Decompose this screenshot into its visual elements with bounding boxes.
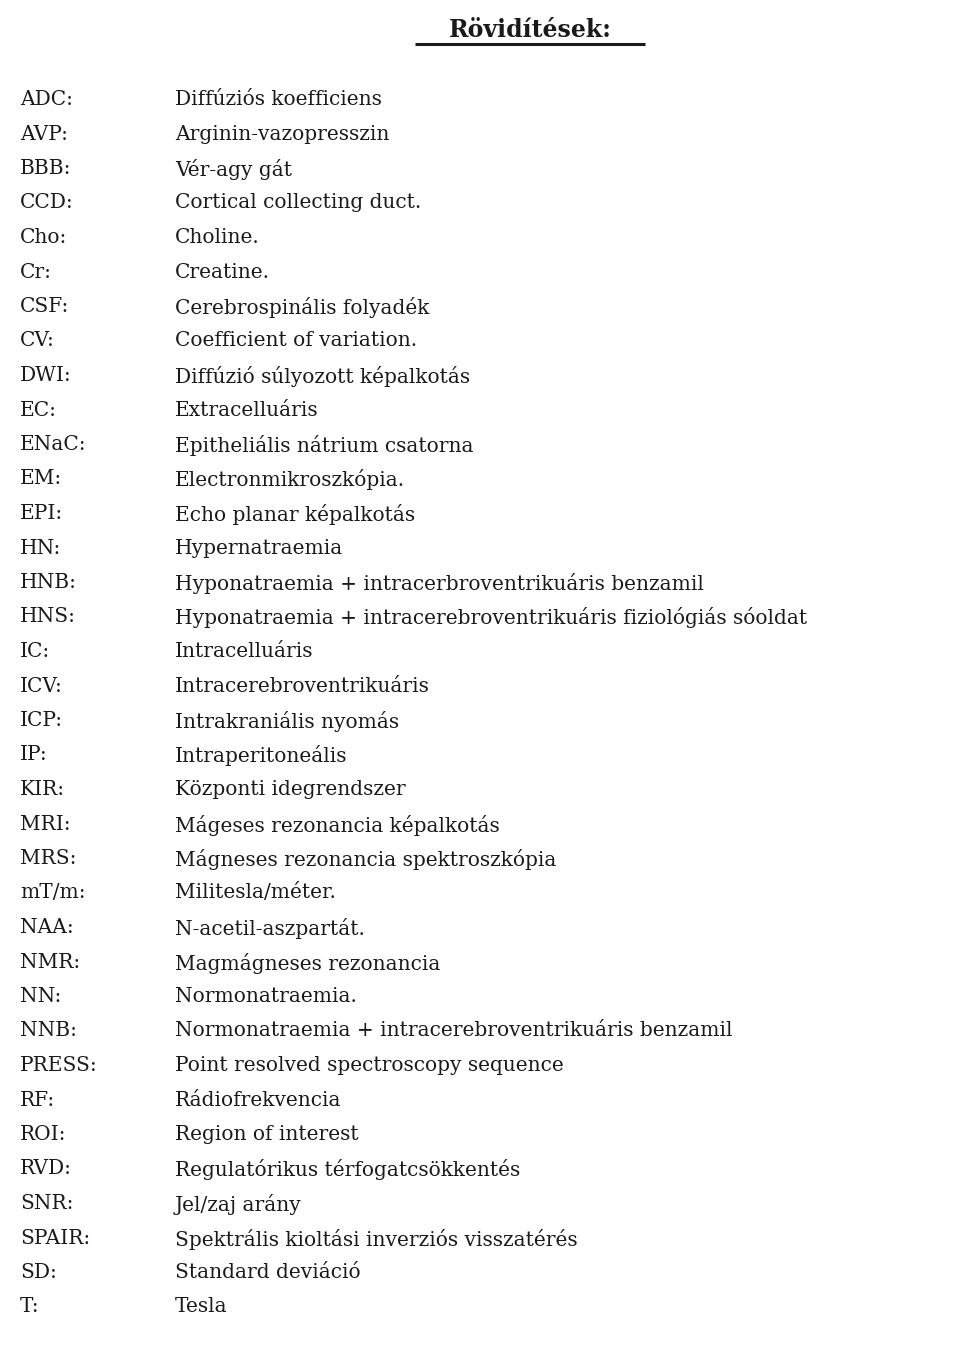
Text: Intracelluáris: Intracelluáris [175, 642, 314, 661]
Text: NNB:: NNB: [20, 1022, 77, 1041]
Text: Cerebrospinális folyadék: Cerebrospinális folyadék [175, 297, 429, 318]
Text: Echo planar képalkotás: Echo planar képalkotás [175, 504, 415, 524]
Text: Extracelluáris: Extracelluáris [175, 400, 319, 419]
Text: BBB:: BBB: [20, 159, 71, 178]
Text: MRS:: MRS: [20, 849, 77, 868]
Text: Mágneses rezonancia spektroszkópia: Mágneses rezonancia spektroszkópia [175, 849, 557, 869]
Text: T:: T: [20, 1298, 39, 1317]
Text: DWI:: DWI: [20, 367, 72, 386]
Text: SNR:: SNR: [20, 1194, 74, 1213]
Text: Standard deviáció: Standard deviáció [175, 1263, 361, 1282]
Text: SD:: SD: [20, 1263, 57, 1282]
Text: ICV:: ICV: [20, 677, 62, 696]
Text: Központi idegrendszer: Központi idegrendszer [175, 780, 406, 799]
Text: Hypernatraemia: Hypernatraemia [175, 538, 344, 558]
Text: Epitheliális nátrium csatorna: Epitheliális nátrium csatorna [175, 435, 473, 456]
Text: Jel/zaj arány: Jel/zaj arány [175, 1194, 301, 1215]
Text: EM:: EM: [20, 469, 62, 488]
Text: NN:: NN: [20, 987, 61, 1006]
Text: Tesla: Tesla [175, 1298, 228, 1317]
Text: Regulatórikus térfogatcsökkentés: Regulatórikus térfogatcsökkentés [175, 1159, 520, 1181]
Text: Hyponatraemia + intracerbroventrikuáris benzamil: Hyponatraemia + intracerbroventrikuáris … [175, 573, 704, 594]
Text: Hyponatraemia + intracerebroventrikuáris fiziológiás sóoldat: Hyponatraemia + intracerebroventrikuáris… [175, 608, 807, 628]
Text: HNB:: HNB: [20, 573, 77, 592]
Text: IP:: IP: [20, 745, 48, 764]
Text: Normonatraemia.: Normonatraemia. [175, 987, 357, 1006]
Text: Choline.: Choline. [175, 228, 260, 247]
Text: ENaC:: ENaC: [20, 435, 86, 454]
Text: N-acetil-aszpartát.: N-acetil-aszpartát. [175, 918, 365, 940]
Text: Creatine.: Creatine. [175, 263, 270, 282]
Text: Cho:: Cho: [20, 228, 67, 247]
Text: EPI:: EPI: [20, 504, 63, 523]
Text: Militesla/méter.: Militesla/méter. [175, 883, 336, 903]
Text: mT/m:: mT/m: [20, 883, 85, 903]
Text: CSF:: CSF: [20, 297, 69, 315]
Text: Point resolved spectroscopy sequence: Point resolved spectroscopy sequence [175, 1055, 564, 1074]
Text: CCD:: CCD: [20, 194, 74, 213]
Text: EC:: EC: [20, 400, 57, 419]
Text: NAA:: NAA: [20, 918, 74, 937]
Text: Diffúzió súlyozott képalkotás: Diffúzió súlyozott képalkotás [175, 367, 470, 387]
Text: Intracerebroventrikuáris: Intracerebroventrikuáris [175, 677, 430, 696]
Text: AVP:: AVP: [20, 124, 68, 143]
Text: ROI:: ROI: [20, 1126, 66, 1144]
Text: SPAIR:: SPAIR: [20, 1228, 90, 1247]
Text: Cr:: Cr: [20, 263, 52, 282]
Text: Arginin-vazopresszin: Arginin-vazopresszin [175, 124, 390, 143]
Text: Rádiofrekvencia: Rádiofrekvencia [175, 1091, 342, 1109]
Text: NMR:: NMR: [20, 953, 81, 972]
Text: Region of interest: Region of interest [175, 1126, 359, 1144]
Text: RF:: RF: [20, 1091, 56, 1109]
Text: KIR:: KIR: [20, 780, 65, 799]
Text: ICP:: ICP: [20, 710, 63, 731]
Text: Intraperitoneális: Intraperitoneális [175, 745, 348, 767]
Text: HN:: HN: [20, 538, 61, 558]
Text: Vér-agy gát: Vér-agy gát [175, 159, 292, 181]
Text: Normonatraemia + intracerebroventrikuáris benzamil: Normonatraemia + intracerebroventrikuári… [175, 1022, 732, 1041]
Text: Cortical collecting duct.: Cortical collecting duct. [175, 194, 421, 213]
Text: Intrakraniális nyomás: Intrakraniális nyomás [175, 710, 399, 732]
Text: Mágeses rezonancia képalkotás: Mágeses rezonancia képalkotás [175, 814, 500, 836]
Text: Coefficient of variation.: Coefficient of variation. [175, 332, 418, 350]
Text: IC:: IC: [20, 642, 50, 661]
Text: RVD:: RVD: [20, 1159, 72, 1178]
Text: PRESS:: PRESS: [20, 1055, 98, 1074]
Text: CV:: CV: [20, 332, 55, 350]
Text: Spektrális kioltási inverziós visszatérés: Spektrális kioltási inverziós visszatéré… [175, 1228, 578, 1250]
Text: Diffúziós koefficiens: Diffúziós koefficiens [175, 90, 382, 109]
Text: Rövidítések:: Rövidítések: [448, 18, 612, 42]
Text: HNS:: HNS: [20, 608, 76, 627]
Text: Magmágneses rezonancia: Magmágneses rezonancia [175, 953, 441, 973]
Text: MRI:: MRI: [20, 814, 71, 833]
Text: Electronmikroszkópia.: Electronmikroszkópia. [175, 469, 405, 491]
Text: ADC:: ADC: [20, 90, 73, 109]
